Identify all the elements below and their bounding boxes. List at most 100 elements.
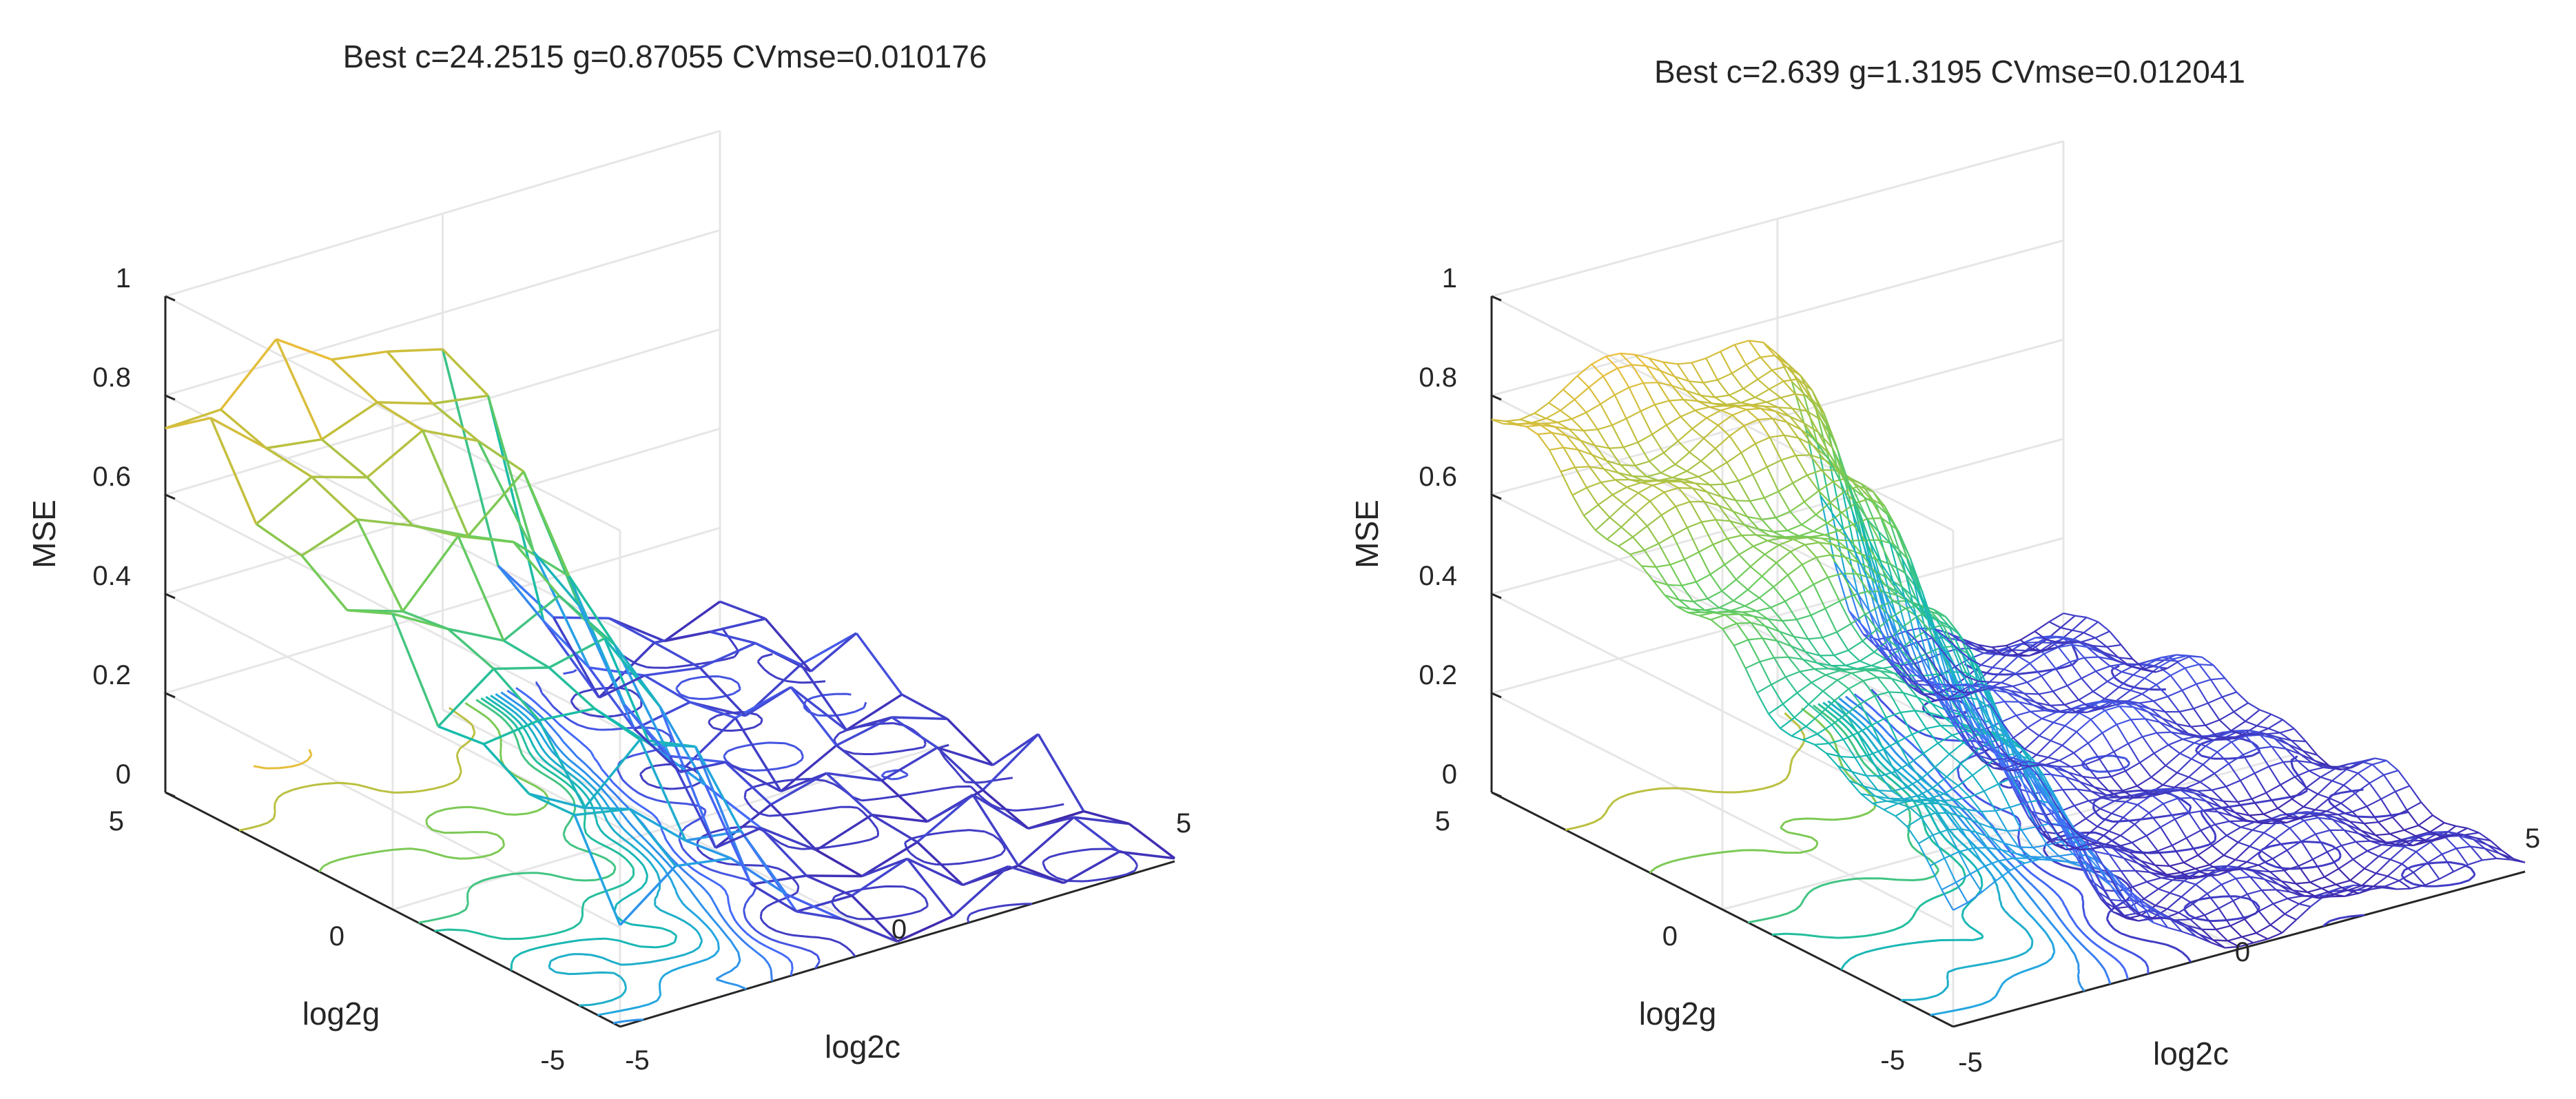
mesh-segment: [1837, 469, 1851, 479]
mesh-segment: [1491, 418, 1504, 425]
mesh-segment: [1857, 511, 1871, 542]
mesh-segment: [1833, 562, 1850, 611]
mesh-segment: [2236, 691, 2249, 703]
z-axis-label: MSE: [1349, 500, 1385, 568]
mesh-segment: [2207, 702, 2220, 721]
mesh-segment: [2148, 803, 2164, 814]
mesh-segment: [2118, 657, 2133, 660]
mesh-segment: [2255, 870, 2270, 873]
mesh-segment: [2289, 819, 2305, 829]
mesh-segment: [2217, 811, 2233, 816]
mesh-segment: [2112, 847, 2125, 859]
mesh-segment: [2269, 871, 2283, 882]
mesh-segment: [503, 639, 550, 669]
mesh-segment: [699, 641, 756, 669]
mesh-segment: [2164, 917, 2176, 921]
mesh-segment: [704, 784, 752, 885]
mesh-segment: [2256, 748, 2270, 767]
mesh-segment: [1962, 696, 1976, 719]
mesh-segment: [1813, 668, 1826, 676]
mesh-segment: [2295, 883, 2308, 893]
mesh-segment: [1775, 511, 1791, 519]
mesh-segment: [2170, 667, 2185, 677]
x-tick-label: 0: [892, 914, 907, 945]
mesh-segment: [1698, 544, 1714, 553]
mesh-segment: [1879, 670, 1893, 679]
mesh-segment: [2247, 861, 2259, 866]
mesh-segment: [644, 666, 701, 677]
mesh-segment: [1928, 624, 1944, 630]
mesh-segment: [2254, 766, 2269, 774]
mesh-segment: [1997, 783, 2011, 808]
mesh-segment: [1894, 672, 1909, 677]
mesh-segment: [2081, 670, 2096, 679]
mesh-segment: [1958, 727, 1971, 747]
mesh-segment: [1997, 715, 2010, 741]
mesh-segment: [1800, 668, 1815, 672]
mesh-segment: [2366, 805, 2379, 823]
mesh-segment: [892, 716, 948, 721]
mesh-segment: [1811, 681, 1824, 692]
mesh-segment: [2233, 702, 2249, 713]
mesh-segment: [493, 666, 550, 670]
mesh-segment: [2133, 706, 2146, 720]
mesh-segment: [2164, 711, 2178, 725]
mesh-segment: [1833, 649, 1849, 657]
mesh-segment: [2190, 655, 2203, 658]
mesh-segment: [750, 883, 797, 913]
mesh-segment: [1975, 831, 1990, 839]
mesh-segment: [1572, 495, 1585, 516]
mesh-segment: [1796, 692, 1810, 706]
contour-line: [1649, 707, 1877, 874]
mesh-segment: [2259, 734, 2273, 748]
mesh-segment: [1703, 424, 1719, 440]
mesh-segment: [1652, 580, 1666, 596]
mesh-segment: [2178, 903, 2194, 914]
mesh-segment: [1757, 378, 1770, 390]
mesh-segment: [1983, 750, 1997, 766]
mesh-segment: [1791, 381, 1804, 394]
mesh-segment: [1891, 635, 1904, 648]
mesh-segment: [1948, 624, 1961, 636]
mesh-segment: [2139, 762, 2152, 778]
mesh-segment: [1560, 398, 1576, 411]
mesh-segment: [2211, 789, 2224, 802]
mesh-segment: [670, 754, 726, 763]
mesh-segment: [1947, 828, 1962, 831]
mesh-segment: [1718, 599, 1734, 608]
mesh-segment: [2085, 836, 2099, 843]
mesh-segment: [2273, 898, 2288, 905]
mesh-segment: [1895, 615, 1908, 635]
mesh-segment: [1970, 865, 1986, 875]
mesh-segment: [2203, 869, 2216, 878]
mesh-segment: [2064, 712, 2080, 727]
mesh-segment: [2163, 784, 2175, 788]
mesh-segment: [2024, 859, 2039, 864]
mesh-segment: [2154, 864, 2167, 876]
mesh-segment: [2156, 788, 2170, 794]
mesh-segment: [1735, 566, 1751, 581]
mesh-segment: [1769, 380, 1784, 390]
mesh-segment: [2375, 757, 2387, 761]
mesh-segment: [1862, 633, 1876, 646]
mesh-segment: [1780, 717, 1795, 729]
mesh-segment: [1654, 400, 1670, 406]
mesh-segment: [2104, 698, 2116, 702]
mesh-segment: [2098, 868, 2112, 886]
mesh-segment: [1769, 434, 1784, 438]
mesh-segment: [1924, 803, 1937, 814]
mesh-segment: [2090, 790, 2103, 799]
mesh-segment: [1828, 743, 1842, 757]
mesh-segment: [2438, 871, 2454, 880]
y-tick-label: 0: [329, 921, 344, 952]
mesh-segment: [1743, 425, 1756, 444]
mesh-segment: [2150, 777, 2163, 786]
z-tick: [1491, 593, 1502, 599]
mesh-segment: [1814, 742, 1829, 746]
mesh-segment: [2221, 877, 2236, 885]
mesh-segment: [1979, 754, 1991, 761]
mesh-segment: [2153, 921, 2168, 929]
mesh-segment: [1791, 735, 1804, 741]
mesh-segment: [851, 857, 908, 897]
mesh-segment: [1663, 452, 1676, 465]
